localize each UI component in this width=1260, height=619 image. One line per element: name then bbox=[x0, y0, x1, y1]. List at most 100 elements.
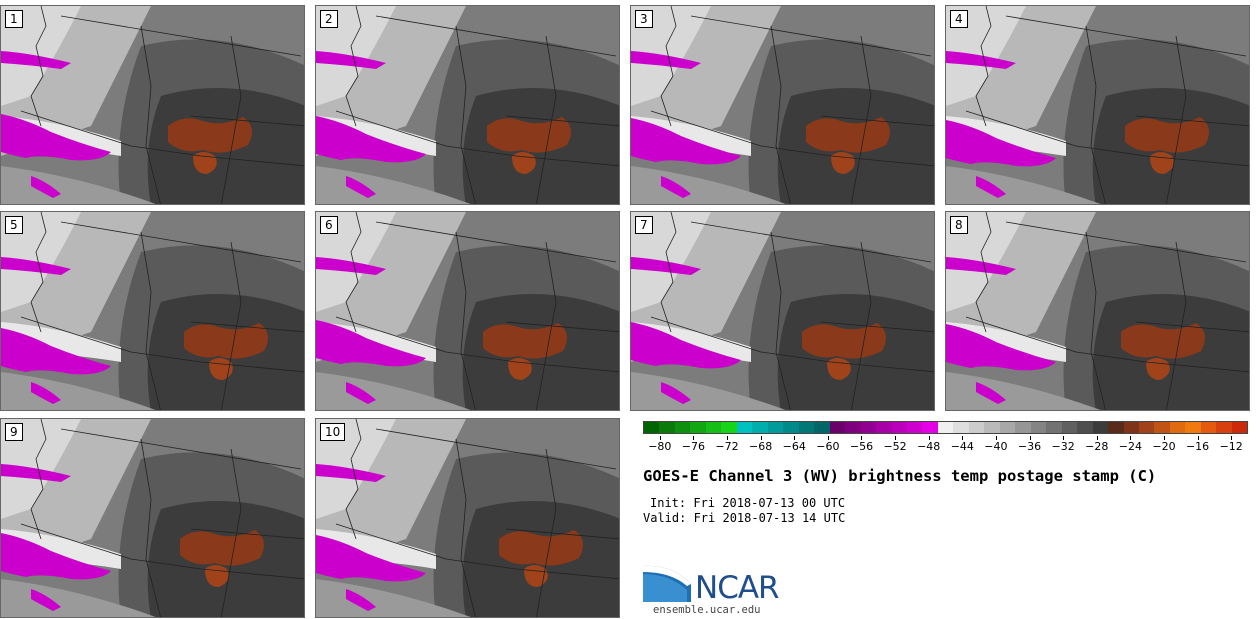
colorbar-tickmark bbox=[1130, 436, 1132, 440]
colorbar-tickmark bbox=[1096, 436, 1098, 440]
colorbar-tickmark bbox=[1197, 436, 1199, 440]
colorbar-segment bbox=[783, 422, 799, 433]
colorbar-segment bbox=[1015, 422, 1031, 433]
colorbar-segment bbox=[1185, 422, 1201, 433]
colorbar-tickmark bbox=[760, 436, 762, 440]
colorbar-tickmark bbox=[1231, 436, 1233, 440]
postage-stamp-panel: 2 bbox=[315, 5, 620, 205]
colorbar-segment bbox=[953, 422, 969, 433]
colorbar-segment bbox=[644, 422, 660, 433]
colorbar-tickmark bbox=[1063, 436, 1065, 440]
panel-number: 5 bbox=[5, 216, 23, 234]
colorbar-segment bbox=[1061, 422, 1078, 433]
colorbar-segment bbox=[1092, 422, 1109, 433]
colorbar-tick-label: −68 bbox=[749, 440, 773, 453]
colorbar-segment bbox=[1231, 422, 1248, 433]
colorbar-tickmark bbox=[693, 436, 695, 440]
colorbar-tickmark bbox=[1029, 436, 1031, 440]
satellite-map bbox=[316, 212, 619, 410]
colorbar-tickmark bbox=[727, 436, 729, 440]
colorbar-tick-label: −52 bbox=[883, 440, 907, 453]
colorbar-segment bbox=[1030, 422, 1047, 433]
colorbar-tick-label: −28 bbox=[1085, 440, 1109, 453]
ncar-logo-text: NCAR bbox=[695, 570, 780, 606]
colorbar-segment bbox=[876, 422, 892, 433]
satellite-map bbox=[631, 212, 934, 410]
postage-stamp-panel: 4 bbox=[945, 5, 1250, 205]
colorbar-tickmark bbox=[659, 436, 661, 440]
colorbar-tickmark bbox=[794, 436, 796, 440]
satellite-map bbox=[946, 6, 1249, 204]
colorbar-segment bbox=[767, 422, 784, 433]
colorbar-tick-label: −12 bbox=[1219, 440, 1243, 453]
postage-stamp-panel: 1 bbox=[0, 5, 305, 205]
postage-stamp-panel: 9 bbox=[0, 418, 305, 618]
colorbar-tick-label: −44 bbox=[950, 440, 974, 453]
colorbar-tickmark bbox=[895, 436, 897, 440]
colorbar-tickmark bbox=[1163, 436, 1165, 440]
colorbar-segment bbox=[999, 422, 1016, 433]
panel-number: 10 bbox=[320, 423, 346, 441]
colorbar-segment bbox=[721, 422, 737, 433]
satellite-map bbox=[1, 419, 304, 617]
colorbar-segment bbox=[798, 422, 815, 433]
panel-number: 6 bbox=[320, 216, 338, 234]
colorbar-tick-label: −40 bbox=[984, 440, 1008, 453]
satellite-map bbox=[946, 212, 1249, 410]
colorbar-segment bbox=[1123, 422, 1139, 433]
satellite-map bbox=[1, 6, 304, 204]
satellite-map bbox=[316, 419, 619, 617]
satellite-map bbox=[1, 212, 304, 410]
colorbar-segment bbox=[736, 422, 753, 433]
colorbar-tick-label: −16 bbox=[1185, 440, 1210, 453]
panel-number: 7 bbox=[635, 216, 653, 234]
postage-stamp-panel: 8 bbox=[945, 211, 1250, 411]
colorbar-segment bbox=[1139, 422, 1155, 433]
panel-number: 4 bbox=[950, 10, 968, 28]
colorbar-segment bbox=[829, 422, 846, 433]
colorbar-tickmark bbox=[861, 436, 863, 440]
postage-stamp-panel: 5 bbox=[0, 211, 305, 411]
colorbar-segment bbox=[1169, 422, 1186, 433]
colorbar-segment bbox=[705, 422, 722, 433]
panel-number: 8 bbox=[950, 216, 968, 234]
colorbar-segment bbox=[984, 422, 1000, 433]
colorbar-tick-label: −20 bbox=[1152, 440, 1176, 453]
colorbar-ticks: −80 −76 −72 −68 −64 −60 −56 −52 −48 −44 −40 −36 −32−… bbox=[643, 436, 1248, 456]
colorbar-segment bbox=[860, 422, 877, 433]
panel-number: 9 bbox=[5, 423, 23, 441]
page-title: GOES-E Channel 3 (WV) brightness temp po… bbox=[643, 467, 1157, 485]
colorbar-segment bbox=[1200, 422, 1217, 433]
colorbar-tick-label: −48 bbox=[917, 440, 941, 453]
colorbar-tick-label: −76 bbox=[681, 440, 706, 453]
colorbar-segment bbox=[1046, 422, 1062, 433]
colorbar-segment bbox=[968, 422, 985, 433]
postage-stamp-panel: 7 bbox=[630, 211, 935, 411]
colorbar-segment bbox=[1108, 422, 1124, 433]
colorbar-segment bbox=[814, 422, 830, 433]
colorbar-segment bbox=[752, 422, 768, 433]
colorbar-tickmark bbox=[995, 436, 997, 440]
colorbar-segment bbox=[1216, 422, 1232, 433]
colorbar-segment bbox=[906, 422, 923, 433]
colorbar-tickmark bbox=[928, 436, 930, 440]
site-url: ensemble.ucar.edu bbox=[653, 604, 761, 616]
colorbar-tick-label: −64 bbox=[782, 440, 806, 453]
colorbar-tick-label: −24 bbox=[1118, 440, 1142, 453]
colorbar-tick-label: −72 bbox=[715, 440, 739, 453]
valid-time: Valid: Fri 2018-07-13 14 UTC bbox=[643, 511, 846, 525]
colorbar-segment bbox=[937, 422, 954, 433]
panel-number: 2 bbox=[320, 10, 338, 28]
postage-stamp-panel: 3 bbox=[630, 5, 935, 205]
postage-stamp-panel: 10 bbox=[315, 418, 620, 618]
colorbar-segment bbox=[690, 422, 706, 433]
ncar-logo-icon bbox=[643, 565, 691, 602]
colorbar-tick-label: −36 bbox=[1017, 440, 1042, 453]
satellite-map bbox=[631, 6, 934, 204]
colorbar-tickmark bbox=[962, 436, 964, 440]
colorbar-tick-label: −60 bbox=[816, 440, 840, 453]
panel-number: 3 bbox=[635, 10, 653, 28]
colorbar-segment bbox=[659, 422, 675, 433]
colorbar-tick-label: −32 bbox=[1051, 440, 1075, 453]
colorbar-segment bbox=[1154, 422, 1170, 433]
